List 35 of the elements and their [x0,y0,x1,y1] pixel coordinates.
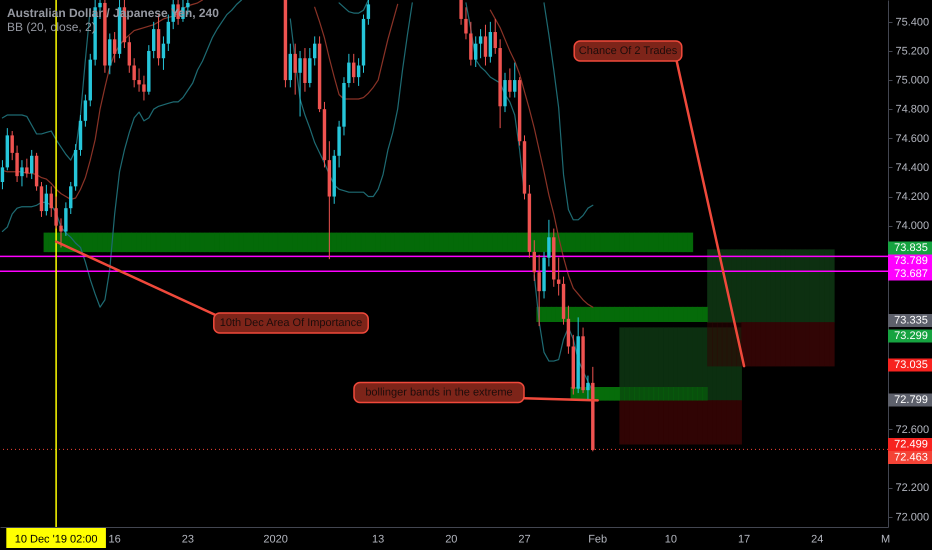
y-tick-label: 74.800 [896,104,930,116]
x-tick-label: 27 [518,534,531,546]
annotation: bollinger bands in the extreme [365,386,513,398]
annotation: Chance Of 2 Trades [578,45,678,57]
x-tick-label: 2020 [263,534,288,546]
ref-line-label: 73.687 [894,268,928,280]
x-tick-label: 16 [108,534,121,546]
text: 73.335 [894,314,928,326]
x-tick-label: 13 [372,534,384,546]
x-tick-label: 24 [811,534,824,546]
y-tick-label: 74.000 [896,220,930,232]
y-tick-label: 72.200 [896,482,930,494]
y-tick-label: 74.600 [896,132,930,145]
y-tick-label: 72.600 [896,424,930,436]
y-tick-label: 74.200 [896,191,930,204]
text: 72.499 [894,438,928,450]
text: 73.835 [894,242,928,254]
x-tick-label: 17 [738,534,750,546]
x-tick-label: 10 Dec '19 02:00 [14,534,98,546]
x-tick-label: M [880,534,890,546]
ref-line-label: 72.463 [894,452,928,464]
y-tick-label: 74.400 [896,162,930,174]
text: 73.035 [894,359,928,371]
y-tick-label: 75.000 [896,74,930,87]
text: 73.299 [894,330,928,342]
x-tick-label: Feb [588,534,608,546]
annotation: 10th Dec Area Of Importance [220,317,362,329]
x-tick-label: 23 [182,534,194,546]
y-tick-label: 72.000 [896,511,930,524]
text: 72.799 [894,394,928,406]
ref-line-label: 73.789 [894,255,928,267]
x-tick-label: 10 [664,534,678,546]
y-tick-label: 75.200 [896,45,930,58]
y-tick-label: 75.400 [896,16,930,28]
x-tick-label: 20 [445,534,458,546]
